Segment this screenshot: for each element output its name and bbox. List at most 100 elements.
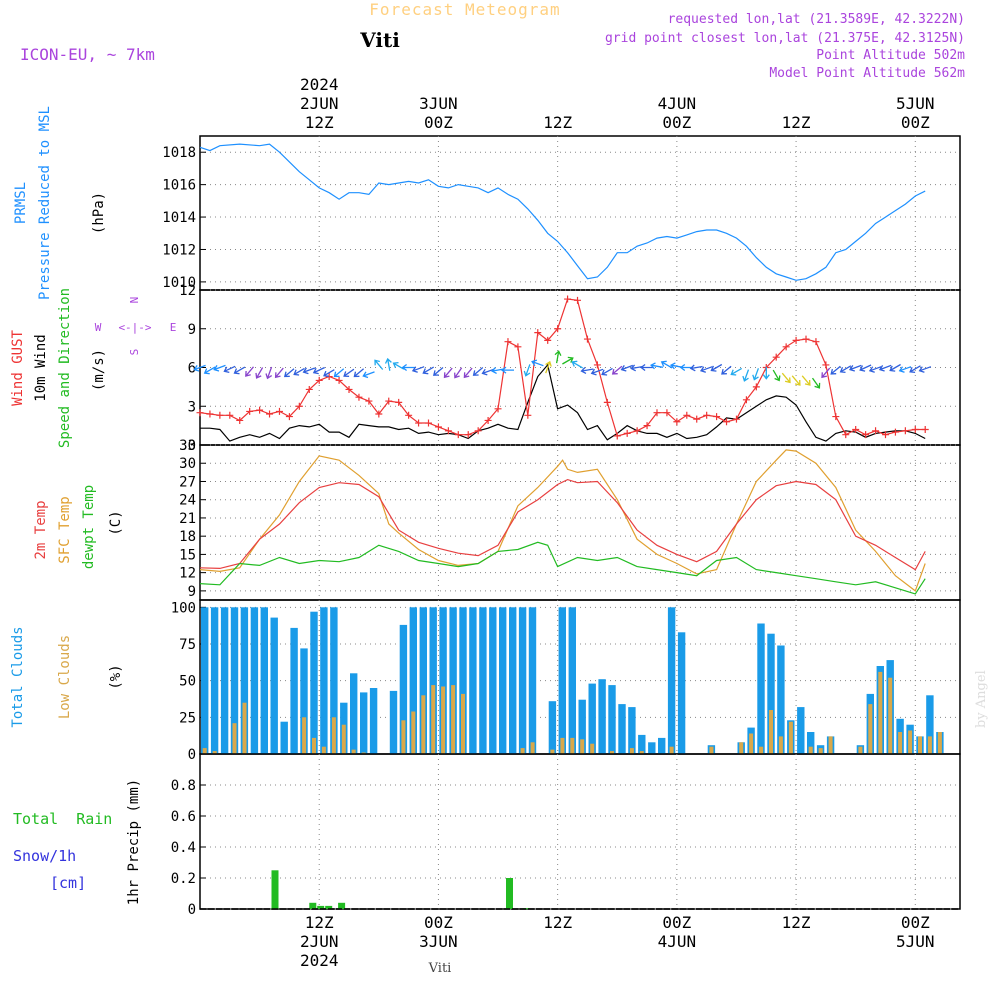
wind-gust-marker	[355, 393, 363, 401]
wind-direction-arrow	[839, 365, 852, 374]
total-cloud-bar	[260, 607, 268, 754]
temperature-ytick-label: 12	[179, 566, 196, 582]
wind-gust-marker	[275, 407, 283, 415]
total-cloud-bar	[628, 707, 636, 754]
wind-gust-marker	[494, 405, 502, 413]
wind-direction-arrow	[848, 364, 862, 372]
wind-gust-marker	[444, 427, 452, 435]
pressure-ytick-label: 1016	[162, 178, 196, 194]
pressure-ytick-label: 1012	[162, 242, 196, 258]
precip-ytick-label: 0.4	[171, 840, 196, 856]
wind-direction-arrow	[213, 364, 226, 372]
wind-compass: W E <-|-> N S	[95, 297, 177, 356]
time-label-bottom: 00Z	[901, 913, 930, 932]
wind-gust-marker	[742, 396, 750, 404]
total-cloud-bar	[310, 611, 318, 754]
wind-gust-marker	[574, 296, 582, 304]
temp-unit: (C)	[108, 510, 124, 535]
total-cloud-bar	[419, 607, 427, 754]
total-rain-label: Total Rain	[13, 810, 112, 828]
wind-direction-arrow	[801, 375, 811, 386]
wind-gust-marker	[583, 335, 591, 343]
temp2m-line	[199, 478, 926, 571]
time-label-bottom: 00Z	[662, 913, 691, 932]
wind-direction-arrow	[245, 366, 254, 377]
sfc-temp-label: SFC Temp	[57, 496, 73, 563]
total-cloud-bar	[608, 685, 616, 754]
wind-gust-marker	[524, 411, 532, 419]
total-cloud-bar	[429, 607, 437, 754]
wind-direction-arrow	[554, 350, 562, 364]
wind-gust-marker	[434, 423, 442, 431]
snow-label: Snow/1h	[13, 847, 76, 865]
wind-panel: 0 3 6 9 12	[179, 283, 961, 454]
total-cloud-bar	[618, 704, 626, 754]
low-cloud-bar	[411, 711, 416, 754]
chart-title: Forecast Meteogram	[369, 0, 560, 19]
total-cloud-bar	[201, 607, 209, 754]
dewpt-label: dewpt Temp	[81, 485, 97, 569]
watermark: by Angel	[974, 670, 989, 728]
wind-direction-label: Speed and Direction	[57, 288, 73, 448]
total-cloud-bar	[578, 699, 586, 754]
wind-gust-marker	[395, 398, 403, 406]
wind-direction-arrow	[640, 363, 654, 372]
wind-gust-label: Wind GUST	[10, 330, 26, 406]
wind-direction-arrow	[821, 367, 831, 379]
total-cloud-bar	[320, 607, 328, 754]
wind-gust-marker	[792, 336, 800, 344]
wind-direction-arrow	[590, 368, 604, 376]
wind-unit: (m/s)	[91, 349, 107, 391]
wind-gust-marker	[862, 431, 870, 439]
wind-direction-arrow	[689, 364, 703, 372]
low-cloud-bar	[401, 720, 406, 754]
wind-direction-arrow	[781, 372, 791, 384]
time-label-top: 2JUN	[300, 94, 339, 113]
wind-direction-arrow	[918, 366, 932, 373]
wind-gust-marker	[256, 406, 264, 414]
pressure-frame	[199, 135, 961, 291]
rain-bar	[338, 902, 346, 909]
low-cloud-bar	[461, 693, 465, 754]
low-cloud-bar	[629, 748, 634, 754]
total-cloud-bar	[638, 734, 646, 754]
wind-ytick-label: 6	[188, 361, 196, 377]
wind-ytick-label: 12	[179, 283, 196, 299]
low-cloud-bar	[530, 742, 535, 754]
low-cloud-bar	[550, 749, 555, 754]
wind-gust-marker	[782, 343, 790, 351]
clouds-panel-labels: Total Clouds Low Clouds (%)	[10, 626, 124, 727]
wind-direction-arrow	[500, 366, 514, 374]
low-cloud-bar	[560, 737, 565, 754]
time-label-bottom: 2JUN	[300, 932, 339, 951]
wind-gust-marker	[295, 402, 303, 410]
wind-direction-arrow	[463, 367, 473, 379]
total-cloud-bar	[220, 607, 229, 754]
wind-direction-arrow	[650, 362, 664, 370]
wind-gust-marker	[603, 398, 611, 406]
low-clouds-label: Low Clouds	[57, 635, 73, 719]
wind-direction-arrow	[384, 357, 392, 371]
pressure-panel: 1010 1012 1014 1016 1018	[162, 135, 961, 291]
wind-gust-marker	[315, 376, 323, 384]
precip-unit: 1hr Precip (mm)	[126, 779, 142, 905]
total-cloud-bar	[270, 617, 278, 754]
wind-gust-marker	[852, 426, 860, 433]
wind-gust-marker	[613, 432, 621, 440]
dewpoint-line	[199, 541, 926, 595]
low-cloud-bar	[610, 751, 614, 754]
wind-gust-marker	[872, 427, 880, 435]
time-label-top: 12Z	[543, 113, 572, 132]
total-cloud-bar	[509, 607, 517, 754]
wind-gust-marker	[415, 419, 423, 427]
wind-direction-arrow	[223, 365, 236, 374]
precip-panel-labels: Total Rain Snow/1h [cm] 1hr Precip (mm)	[13, 779, 142, 905]
low-cloud-bar	[421, 695, 426, 754]
low-cloud-bar	[669, 746, 674, 754]
low-cloud-bar	[351, 749, 356, 754]
total-cloud-bar	[568, 607, 576, 754]
pressure-line	[199, 143, 926, 281]
time-label-bottom: 5JUN	[896, 932, 935, 951]
total-cloud-bar	[677, 632, 686, 754]
low-cloud-bar	[858, 746, 863, 754]
